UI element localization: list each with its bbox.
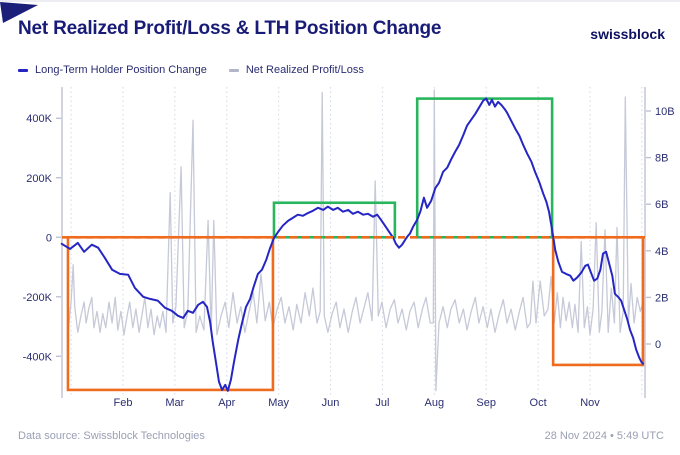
y-right-tick-label: 10B (655, 106, 675, 118)
x-tick-label: Mar (165, 397, 184, 409)
legend-item-lth: Long-Term Holder Position Change (18, 64, 207, 76)
y-left-tick-label: 200K (26, 173, 52, 185)
corner-accent (0, 2, 38, 23)
x-tick-label: Aug (425, 397, 445, 409)
lth-line (60, 97, 644, 392)
y-right-tick-label: 0 (655, 339, 661, 351)
legend-label-nrpl: Net Realized Profit/Loss (245, 64, 364, 76)
y-right-tick-label: 2B (655, 292, 668, 304)
timestamp-text: 28 Nov 2024 • 5:49 UTC (544, 430, 664, 442)
x-tick-label: Sep (476, 397, 496, 409)
highlight-box-orange-4 (551, 235, 645, 367)
x-tick-label: Feb (113, 397, 132, 409)
y-right-tick-label: 6B (655, 199, 668, 211)
x-tick-label: May (268, 397, 289, 409)
legend: Long-Term Holder Position Change Net Rea… (18, 64, 364, 76)
highlight-box-green-3 (415, 97, 554, 239)
corner-accent-shape (0, 2, 38, 23)
chart-plot: 400K 200K 0 -200K -400K 10B 8B 6B 4B 2B 0 Feb Mar Apr… (23, 87, 675, 409)
x-tick-label: Nov (580, 397, 600, 409)
y-right-tick-label: 4B (655, 246, 668, 258)
x-tick-label: Apr (218, 397, 235, 409)
y-left-tick-label: 400K (26, 113, 52, 125)
legend-item-nrpl: Net Realized Profit/Loss (228, 64, 364, 76)
page-title: Net Realized Profit/Loss & LTH Position … (18, 18, 442, 39)
x-tick-label: Jun (322, 397, 340, 409)
swissblock-logo: swissblock (590, 26, 665, 42)
highlight-box-green-2 (272, 201, 397, 239)
footer: Data source: Swissblock Technologies 28 … (18, 430, 664, 442)
legend-label-lth: Long-Term Holder Position Change (35, 64, 207, 76)
nrpl-line-swatch-icon (228, 68, 239, 72)
x-tick-label: Jul (375, 397, 389, 409)
y-left-tick-label: -400K (23, 351, 53, 363)
y-left-tick-label: -200K (23, 292, 53, 304)
data-source-text: Data source: Swissblock Technologies (18, 430, 205, 442)
y-left-tick-label: 0 (46, 232, 52, 244)
lth-line-swatch-icon (18, 68, 28, 72)
nrpl-line (67, 89, 644, 392)
x-tick-label: Oct (530, 397, 547, 409)
y-right-tick-label: 8B (655, 153, 668, 165)
